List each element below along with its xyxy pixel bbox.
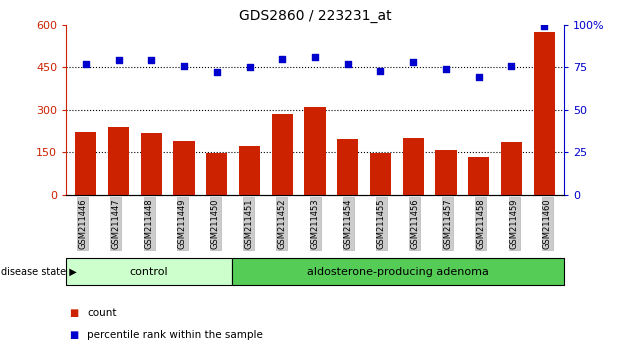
Point	[277, 56, 287, 62]
Bar	[337, 139, 358, 195]
Point	[507, 63, 517, 68]
Text: GSM211452: GSM211452	[277, 198, 286, 249]
Bar	[468, 157, 490, 195]
Bar	[239, 146, 260, 195]
Text: disease state ▶: disease state ▶	[1, 267, 77, 277]
Text: ■: ■	[69, 308, 79, 318]
Text: GSM211455: GSM211455	[377, 198, 386, 249]
Point	[408, 59, 418, 65]
Point	[113, 58, 123, 63]
Point	[244, 64, 255, 70]
Point	[474, 75, 484, 80]
Point	[81, 61, 91, 67]
Bar	[140, 133, 162, 195]
Text: percentile rank within the sample: percentile rank within the sample	[87, 330, 263, 339]
Text: GSM211453: GSM211453	[311, 198, 319, 249]
Bar	[435, 150, 457, 195]
Text: GSM211459: GSM211459	[510, 198, 518, 249]
Text: count: count	[87, 308, 117, 318]
Bar	[501, 142, 522, 195]
Point	[146, 58, 156, 63]
Bar	[173, 141, 195, 195]
Bar	[206, 153, 227, 195]
Text: GSM211447: GSM211447	[112, 198, 120, 249]
Text: GSM211449: GSM211449	[178, 198, 186, 249]
Text: GSM211458: GSM211458	[476, 198, 485, 249]
Point	[310, 54, 320, 60]
Text: control: control	[130, 267, 168, 277]
Point	[212, 69, 222, 75]
Bar	[534, 32, 555, 195]
Text: ■: ■	[69, 330, 79, 339]
Text: GSM211448: GSM211448	[145, 198, 154, 249]
Text: GSM211454: GSM211454	[344, 198, 353, 249]
Bar	[370, 153, 391, 195]
Text: GSM211460: GSM211460	[543, 198, 552, 249]
Text: aldosterone-producing adenoma: aldosterone-producing adenoma	[307, 267, 489, 277]
Text: GSM211450: GSM211450	[211, 198, 220, 249]
Text: GSM211457: GSM211457	[444, 198, 452, 249]
Point	[441, 66, 451, 72]
Bar	[304, 107, 326, 195]
Bar	[272, 114, 293, 195]
Text: GSM211446: GSM211446	[78, 198, 87, 249]
Point	[375, 68, 386, 74]
Bar	[403, 138, 424, 195]
Text: GSM211456: GSM211456	[410, 198, 419, 249]
Point	[343, 61, 353, 67]
Bar	[75, 132, 96, 195]
Text: GSM211451: GSM211451	[244, 198, 253, 249]
Text: GDS2860 / 223231_at: GDS2860 / 223231_at	[239, 9, 391, 23]
Point	[179, 63, 189, 68]
Point	[539, 24, 549, 29]
Bar	[108, 127, 129, 195]
